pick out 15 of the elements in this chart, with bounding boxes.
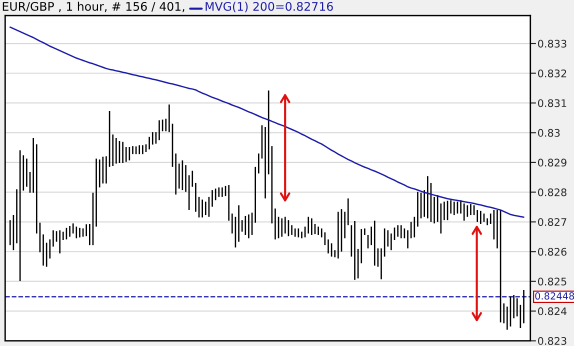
y-tick-label: 0.829 [538, 158, 566, 167]
y-tick-label: 0.824 [538, 307, 567, 316]
y-tick-label: 0.826 [538, 248, 566, 256]
legend-label: MVG(1) 200=0.82716 [206, 2, 333, 12]
y-tick-label: 0.825 [538, 278, 566, 286]
y-tick-label: 0.83 [538, 128, 560, 137]
y-tick-label: 0.832 [538, 69, 566, 78]
y-tick-label: 0.828 [538, 188, 566, 196]
ref-line-label: 0.82448 [535, 292, 574, 300]
chart-title: EUR/GBP , 1 hour, # 156 / 401, [2, 2, 184, 12]
y-tick-label: 0.831 [538, 99, 566, 108]
y-tick-label: 0.833 [538, 40, 566, 48]
y-tick-label: 0.823 [538, 337, 566, 345]
y-tick-label: 0.827 [538, 218, 566, 226]
line-series [9, 26, 524, 218]
